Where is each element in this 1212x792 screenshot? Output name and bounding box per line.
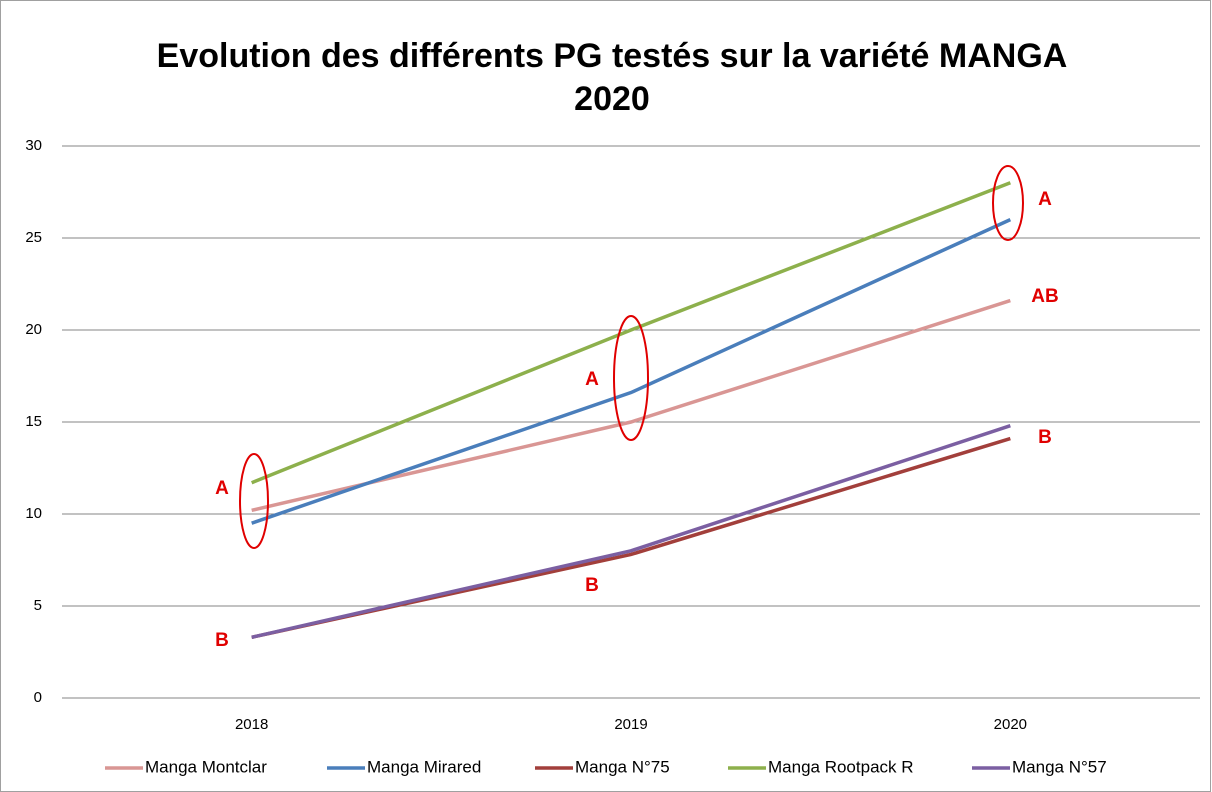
highlight-ellipse bbox=[613, 315, 649, 441]
y-tick-label: 5 bbox=[34, 597, 42, 614]
y-tick-label: 20 bbox=[25, 321, 42, 338]
x-tick-label: 2018 bbox=[235, 716, 268, 733]
y-tick-label: 10 bbox=[25, 505, 42, 522]
legend-label: Manga Montclar bbox=[145, 757, 267, 776]
annotation: B bbox=[215, 630, 229, 651]
chart-title: 2020 bbox=[574, 80, 650, 118]
chart-title: Evolution des différents PG testés sur l… bbox=[157, 37, 1068, 75]
legend-label: Manga N°75 bbox=[575, 757, 670, 776]
series-line bbox=[251, 181, 1011, 485]
highlight-ellipse bbox=[239, 453, 269, 549]
highlight-ellipse bbox=[992, 165, 1024, 241]
legend-label: Manga Mirared bbox=[367, 757, 481, 776]
x-tick-label: 2020 bbox=[994, 716, 1027, 733]
legend-label: Manga Rootpack R bbox=[768, 757, 914, 776]
legend-label: Manga N°57 bbox=[1012, 757, 1107, 776]
annotation: B bbox=[585, 575, 599, 596]
annotation: B bbox=[1038, 427, 1052, 448]
annotation: AB bbox=[1031, 286, 1058, 307]
y-tick-label: 0 bbox=[34, 689, 42, 706]
x-tick-label: 2019 bbox=[614, 716, 647, 733]
series-line bbox=[251, 424, 1011, 639]
annotation: A bbox=[585, 369, 599, 390]
series-line bbox=[251, 218, 1012, 525]
annotation: A bbox=[215, 478, 229, 499]
y-tick-label: 15 bbox=[25, 413, 42, 430]
y-tick-label: 25 bbox=[25, 229, 42, 246]
y-tick-label: 30 bbox=[25, 137, 42, 154]
annotation: A bbox=[1038, 189, 1052, 210]
